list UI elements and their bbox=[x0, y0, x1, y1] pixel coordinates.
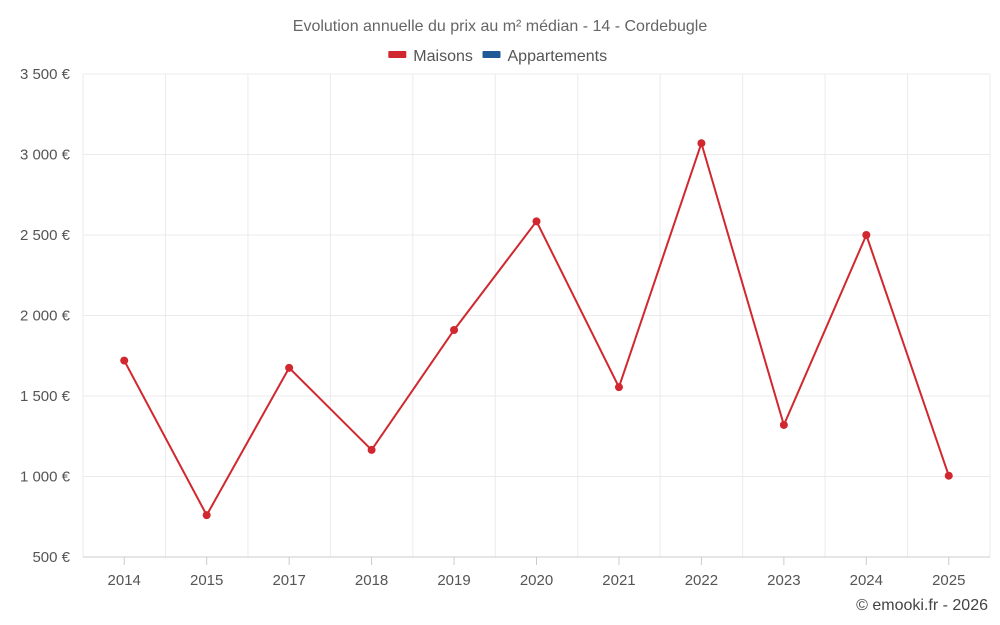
x-tick-label: 2025 bbox=[932, 572, 965, 589]
x-tick-label: 2021 bbox=[602, 572, 635, 589]
data-point[interactable] bbox=[697, 139, 706, 148]
legend-label: Maisons bbox=[413, 48, 473, 65]
data-point[interactable] bbox=[202, 511, 211, 520]
data-point[interactable] bbox=[862, 231, 871, 239]
x-tick-label: 2014 bbox=[108, 572, 141, 589]
data-point[interactable] bbox=[779, 420, 788, 429]
y-tick-label: 3 000 € bbox=[20, 147, 71, 164]
data-point[interactable] bbox=[450, 325, 459, 334]
data-point[interactable] bbox=[532, 217, 541, 226]
x-axis: 2014 2015 2017 2018 2019 2020 2021 2022 2023 2024… bbox=[83, 556, 990, 589]
legend-swatch bbox=[388, 51, 407, 58]
y-tick-label: 3 500 € bbox=[20, 66, 71, 83]
x-tick-label: 2024 bbox=[850, 572, 883, 589]
credit-text: © emooki.fr - 2026 bbox=[856, 597, 988, 614]
data-point[interactable] bbox=[614, 383, 623, 392]
data-point[interactable] bbox=[944, 471, 953, 480]
y-tick-label: 2 000 € bbox=[20, 308, 71, 325]
legend-item-appartements[interactable]: Appartements bbox=[482, 48, 608, 65]
legend-item-maisons[interactable]: Maisons bbox=[388, 48, 473, 65]
y-tick-label: 500 € bbox=[32, 549, 70, 566]
x-tick-label: 2022 bbox=[685, 572, 718, 589]
legend-label: Appartements bbox=[508, 48, 608, 65]
x-tick-label: 2018 bbox=[355, 572, 388, 589]
y-tick-label: 2 500 € bbox=[20, 227, 71, 244]
y-tick-label: 1 000 € bbox=[20, 469, 71, 486]
legend[interactable]: Maisons Appartements bbox=[388, 48, 607, 65]
data-point[interactable] bbox=[367, 445, 376, 454]
x-tick-label: 2023 bbox=[767, 572, 800, 589]
data-point[interactable] bbox=[120, 356, 129, 365]
x-tick-label: 2015 bbox=[190, 572, 223, 589]
x-tick-label: 2020 bbox=[520, 572, 553, 589]
series-layer bbox=[120, 139, 953, 520]
legend-swatch bbox=[482, 51, 501, 58]
x-tick-label: 2019 bbox=[437, 572, 470, 589]
grid bbox=[82, 73, 991, 557]
data-point[interactable] bbox=[285, 363, 294, 372]
chart-title: Evolution annuelle du prix au m² médian … bbox=[293, 18, 708, 35]
y-tick-label: 1 500 € bbox=[20, 388, 71, 405]
y-axis: 500 € 1 000 € 1 500 € 2 000 € 2 500 € 3 000 €… bbox=[20, 66, 71, 566]
x-tick-label: 2017 bbox=[272, 572, 305, 589]
